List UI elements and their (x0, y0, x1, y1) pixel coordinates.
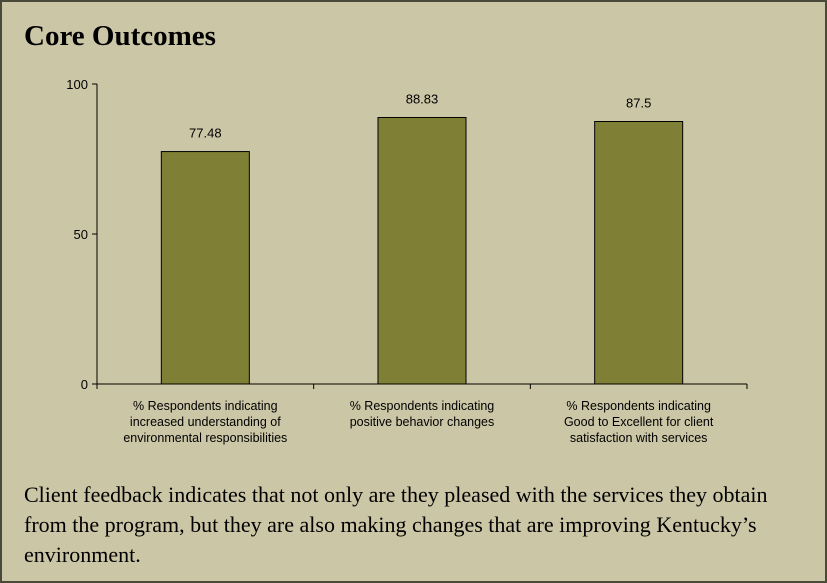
caption: Client feedback indicates that not only … (24, 482, 768, 567)
bar (594, 121, 684, 385)
y-tick-label: 0 (81, 377, 88, 392)
y-tick-label: 100 (66, 77, 88, 92)
value-label: 77.48 (189, 126, 222, 141)
x-tick-label: % Respondents indicating positive behavi… (349, 399, 495, 429)
bar (160, 151, 250, 385)
y-tick-label: 50 (74, 227, 88, 242)
bar (377, 117, 467, 385)
x-tick-label: % Respondents indicating increased under… (123, 399, 288, 445)
chart-title: Core Outcomes (24, 20, 216, 52)
value-label: 88.83 (406, 92, 439, 107)
x-tick-label: % Respondents indicating Good to Excelle… (563, 399, 714, 445)
value-label: 87.5 (626, 96, 651, 111)
